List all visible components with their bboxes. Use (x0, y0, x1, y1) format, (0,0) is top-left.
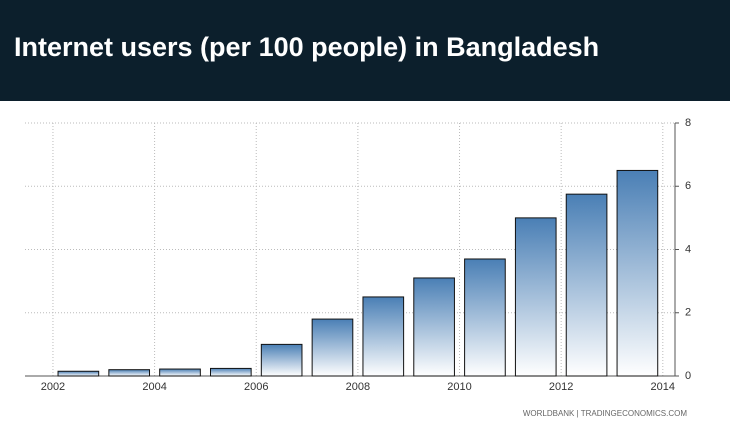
bar (362, 296, 405, 377)
x-tick-label: 2014 (651, 381, 675, 393)
bar (616, 169, 659, 377)
bar (311, 318, 354, 377)
bar (260, 343, 303, 377)
bar (514, 217, 557, 377)
source: WORLDBANK | TRADINGECONOMICS.COM (523, 409, 688, 418)
y-tick-label: 0 (685, 370, 691, 382)
y-tick-label: 8 (685, 117, 691, 129)
x-tick-label: 2008 (346, 381, 370, 393)
x-tick-label: 2006 (244, 381, 268, 393)
y-tick-label: 4 (685, 243, 691, 255)
y-tick-label: 6 (685, 180, 691, 192)
x-tick-label: 2010 (447, 381, 471, 393)
header-band (0, 0, 730, 101)
bar (108, 369, 151, 377)
bar (464, 258, 506, 377)
bar (413, 277, 455, 377)
bar (57, 370, 100, 377)
y-tick-label: 2 (685, 307, 691, 319)
bar (159, 368, 201, 377)
x-tick-label: 2012 (549, 381, 573, 393)
bar (565, 193, 608, 377)
x-tick-label: 2002 (41, 381, 65, 393)
x-tick-label: 2004 (142, 381, 166, 393)
chart-title: Internet users (per 100 people) in Bangl… (14, 32, 599, 62)
bar (209, 367, 252, 377)
